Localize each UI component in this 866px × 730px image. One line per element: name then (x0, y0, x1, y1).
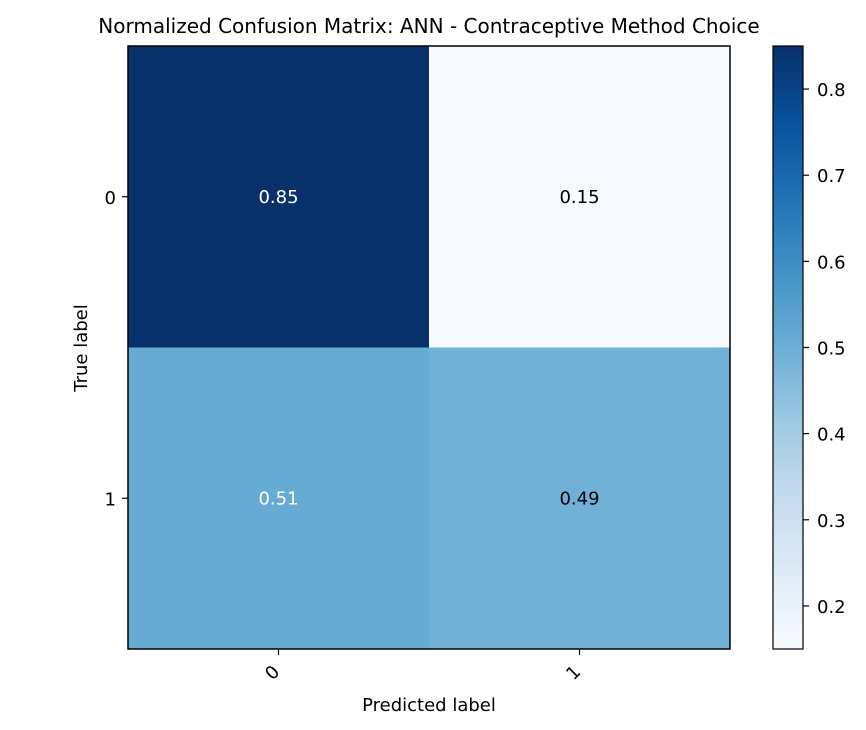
colorbar-tick-label: 0.7 (817, 166, 846, 187)
colorbar-tick-label: 0.5 (817, 339, 846, 360)
colorbar-ticks: 0.2 0.3 0.4 0.5 0.6 0.7 0.8 (803, 80, 846, 618)
y-axis-ticks: 01 (105, 188, 128, 510)
y-tick-label: 0 (105, 188, 116, 209)
heatmap-cell-labels: 0.85 0.15 0.51 0.49 (258, 187, 599, 510)
x-tick-label: 1 (562, 662, 585, 685)
colorbar-tick-label: 0.8 (817, 80, 846, 101)
cell-value-label-r0-c1: 0.15 (559, 187, 599, 208)
cell-value-label-r0-c0: 0.85 (258, 187, 298, 208)
y-axis-label: True label (71, 304, 92, 393)
colorbar-tick-label: 0.3 (817, 511, 846, 532)
x-tick-label: 0 (261, 662, 284, 685)
colorbar-tick-label: 0.6 (817, 252, 846, 273)
colorbar-tick-label: 0.4 (817, 425, 846, 446)
heatmap-cells (128, 46, 731, 650)
heatmap-cell-r0-c1 (429, 46, 731, 348)
y-tick-label: 1 (105, 489, 116, 510)
plot-frame (127, 45, 731, 650)
colorbar (772, 45, 804, 650)
x-axis-label: Predicted label (362, 695, 496, 716)
heatmap-cell-r1-c1 (429, 347, 731, 650)
colorbar-tick-label: 0.2 (817, 597, 846, 618)
heatmap-cell-r1-c0 (128, 347, 430, 650)
chart-title: Normalized Confusion Matrix: ANN - Contr… (98, 14, 759, 38)
cell-value-label-r1-c0: 0.51 (258, 488, 298, 509)
cell-value-label-r1-c1: 0.49 (559, 488, 599, 509)
heatmap-cell-r0-c0 (128, 46, 430, 348)
